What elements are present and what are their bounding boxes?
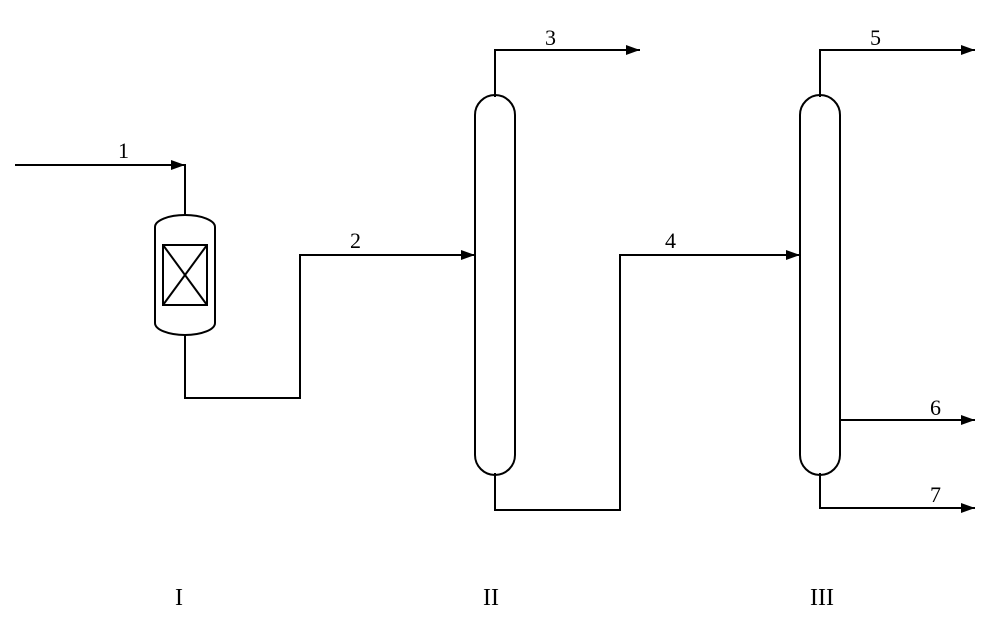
stream-2-label: 2 [350, 228, 361, 254]
unit-reactor-label: I [175, 585, 183, 612]
process-flow-diagram [0, 0, 1000, 637]
unit-column2-label: III [810, 585, 834, 612]
stream-4-label: 4 [665, 228, 676, 254]
stream-7-label: 7 [930, 482, 941, 508]
unit-column1-label: II [483, 585, 499, 612]
stream-3-label: 3 [545, 25, 556, 51]
stream-1-label: 1 [118, 138, 129, 164]
stream-5-label: 5 [870, 25, 881, 51]
stream-6-label: 6 [930, 395, 941, 421]
